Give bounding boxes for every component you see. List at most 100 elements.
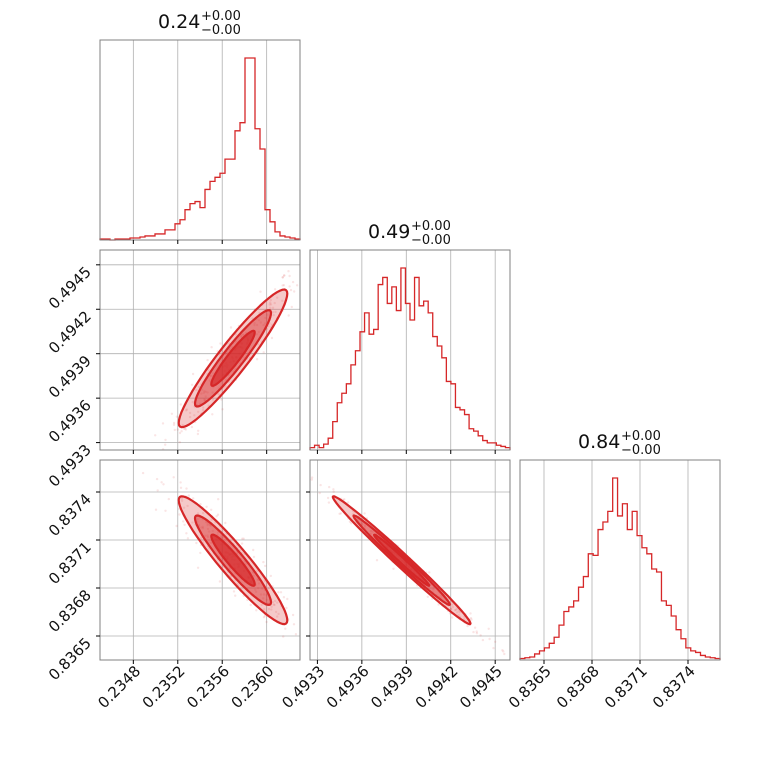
- hist-panel-0-frame: [99, 39, 301, 241]
- sample-point: [205, 505, 208, 508]
- sample-point: [244, 562, 248, 565]
- y-tick-label-2-2: 0.8371: [45, 538, 95, 588]
- title-value-1: 0.49: [368, 221, 410, 243]
- sample-point: [200, 392, 203, 395]
- sample-point: [273, 301, 276, 305]
- sample-point: [256, 587, 260, 590]
- sample-point: [268, 303, 271, 306]
- x-tick-label-1-4: 0.4945: [456, 662, 506, 712]
- sample-point: [162, 483, 165, 486]
- sample-point: [193, 414, 196, 417]
- sample-point: [180, 497, 184, 500]
- sample-point: [304, 280, 306, 282]
- sample-point: [186, 537, 190, 540]
- sample-point: [180, 499, 184, 502]
- sample-point: [455, 611, 459, 614]
- sample-point: [269, 306, 272, 309]
- sample-point: [204, 395, 207, 398]
- scatter-panel-0-2-marks: [135, 438, 298, 638]
- sample-point: [199, 551, 202, 555]
- sample-point: [204, 534, 207, 537]
- sample-point: [221, 408, 224, 411]
- sample-point: [310, 478, 313, 481]
- sample-point: [183, 427, 187, 430]
- sample-point: [256, 578, 260, 582]
- title-plus-2: +0.00: [621, 429, 661, 444]
- sample-point: [196, 566, 200, 569]
- title-minus-0: −0.00: [201, 23, 241, 38]
- sample-point: [226, 351, 229, 354]
- sample-point: [274, 610, 278, 614]
- sample-point: [209, 374, 212, 377]
- sample-point: [190, 383, 194, 386]
- scatter-panel-0-1-marks: [154, 270, 306, 459]
- y-tick-label-1-2: 0.4939: [45, 352, 95, 402]
- sample-point: [199, 503, 202, 506]
- sample-point: [274, 599, 277, 603]
- x-tick-label-1-2: 0.4939: [367, 662, 417, 712]
- sample-point: [217, 392, 220, 396]
- sample-point: [501, 649, 504, 652]
- sample-point: [449, 607, 453, 611]
- x-tick-label-1-1: 0.4936: [323, 662, 373, 712]
- sample-point: [207, 530, 211, 533]
- sample-point: [161, 422, 165, 425]
- sample-point: [211, 529, 214, 533]
- sample-point: [184, 428, 187, 431]
- sample-point: [310, 476, 314, 479]
- sample-point: [283, 274, 286, 277]
- sample-point: [195, 541, 198, 545]
- sample-point: [262, 597, 265, 600]
- sample-point: [346, 501, 350, 504]
- sample-point: [185, 408, 189, 411]
- sample-point: [206, 527, 210, 531]
- sample-point: [264, 316, 267, 320]
- sample-point: [206, 535, 210, 539]
- sample-point: [473, 626, 477, 629]
- sample-point: [192, 497, 195, 500]
- sample-point: [158, 457, 160, 459]
- sample-point: [437, 603, 440, 606]
- sample-point: [210, 508, 213, 511]
- x-tick-label-1-3: 0.4942: [412, 662, 462, 712]
- sample-point: [141, 471, 145, 475]
- sample-point: [262, 593, 266, 596]
- sample-point: [277, 612, 280, 616]
- sample-point: [167, 456, 169, 458]
- density-contour-2: [210, 329, 256, 387]
- title-value-0: 0.24: [158, 11, 200, 33]
- sample-point: [481, 638, 485, 642]
- sample-point: [206, 391, 209, 394]
- scatter-panel-1-2-frame: [309, 459, 511, 661]
- sample-point: [265, 593, 268, 597]
- sample-point: [262, 323, 265, 327]
- sample-point: [290, 305, 293, 309]
- sample-point: [196, 432, 200, 436]
- sample-point: [270, 608, 273, 611]
- sample-point: [181, 423, 184, 427]
- sample-point: [281, 299, 284, 302]
- sample-point: [332, 488, 335, 491]
- sample-point: [195, 388, 198, 392]
- sample-point: [262, 351, 265, 354]
- sample-point: [350, 522, 353, 525]
- sample-point: [216, 513, 220, 516]
- sample-point: [450, 607, 453, 611]
- sample-point: [432, 588, 435, 591]
- sample-point: [274, 310, 277, 314]
- sample-point: [289, 288, 293, 292]
- sample-point: [200, 526, 203, 529]
- sample-point: [257, 319, 261, 322]
- histogram-0: [99, 57, 301, 241]
- x-tick-label-2-0: 0.8365: [505, 662, 555, 712]
- sample-point: [277, 591, 280, 594]
- sample-point: [211, 372, 214, 375]
- x-tick-label-1-0: 0.4933: [278, 662, 328, 712]
- sample-point: [135, 438, 137, 440]
- sample-point: [428, 571, 431, 574]
- sample-point: [242, 537, 245, 540]
- sample-point: [451, 603, 454, 606]
- sample-point: [502, 650, 505, 653]
- x-tick-label-0-0: 0.2348: [94, 662, 144, 712]
- sample-point: [288, 274, 291, 278]
